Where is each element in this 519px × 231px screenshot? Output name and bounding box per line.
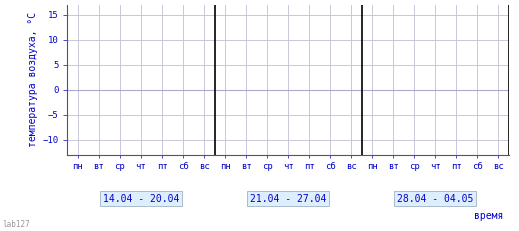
Text: время: время (474, 211, 503, 221)
Text: 14.04 - 20.04: 14.04 - 20.04 (103, 194, 179, 204)
Y-axis label: температура воздуха, °С: температура воздуха, °С (28, 12, 38, 147)
Text: 21.04 - 27.04: 21.04 - 27.04 (250, 194, 326, 204)
Text: 28.04 - 04.05: 28.04 - 04.05 (397, 194, 473, 204)
Text: lab127: lab127 (3, 220, 30, 229)
